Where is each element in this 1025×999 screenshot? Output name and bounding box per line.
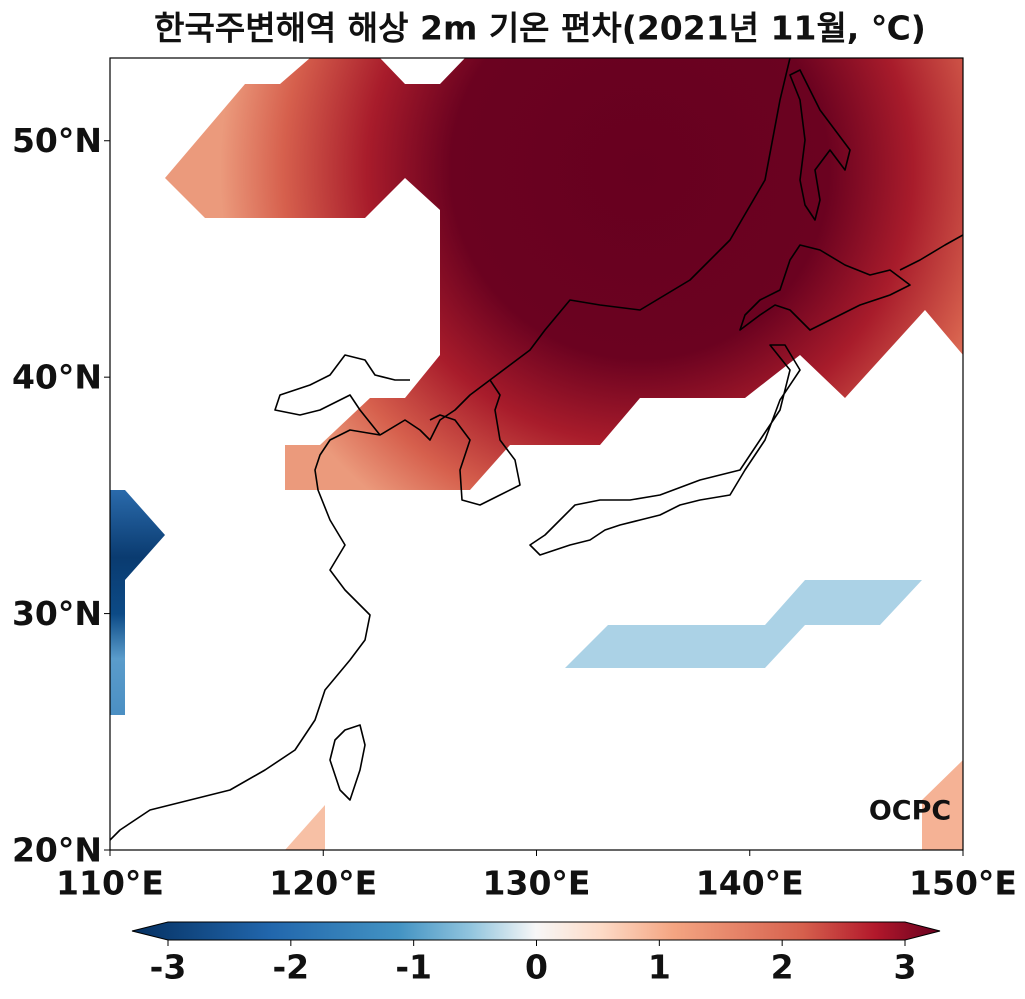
colorbar-axis: -3 -2 -1 0 1 2 3 <box>150 940 917 987</box>
colorbar-tick-label: 3 <box>894 948 917 987</box>
colorbar-tick-label: 0 <box>525 948 548 987</box>
colorbar-tick-label: 2 <box>771 948 794 987</box>
colorbar-tick-label: 1 <box>648 948 671 987</box>
map-field <box>110 58 963 850</box>
lon-tick-label: 140°E <box>696 864 804 903</box>
lat-axis: 20°N 30°N 40°N 50°N <box>12 121 110 870</box>
warm-anomaly <box>285 805 325 850</box>
warm-anomaly <box>922 760 963 850</box>
colorbar-tick-label: -1 <box>395 948 432 987</box>
lat-tick-label: 50°N <box>12 121 102 160</box>
colorbar-tick-label: -2 <box>272 948 309 987</box>
lon-tick-label: 110°E <box>56 864 164 903</box>
lat-tick-label: 30°N <box>12 594 102 633</box>
logo: OCPC <box>869 796 951 827</box>
coastline <box>110 58 963 841</box>
cool-anomaly <box>565 580 922 668</box>
lon-tick-label: 150°E <box>909 864 1017 903</box>
lat-tick-label: 40°N <box>12 358 102 397</box>
colorbar <box>131 921 941 941</box>
warm-anomaly <box>165 58 963 490</box>
colorbar-tick-label: -3 <box>150 948 187 987</box>
lon-tick-label: 120°E <box>269 864 377 903</box>
lon-axis: 110°E 120°E 130°E 140°E 150°E <box>56 850 1017 903</box>
cool-anomaly <box>110 490 165 715</box>
lat-tick-label: 20°N <box>12 831 102 870</box>
title: 한국주변해역 해상 2m 기온 편차(2021년 11월, ℃) <box>154 9 926 48</box>
lon-tick-label: 130°E <box>483 864 591 903</box>
